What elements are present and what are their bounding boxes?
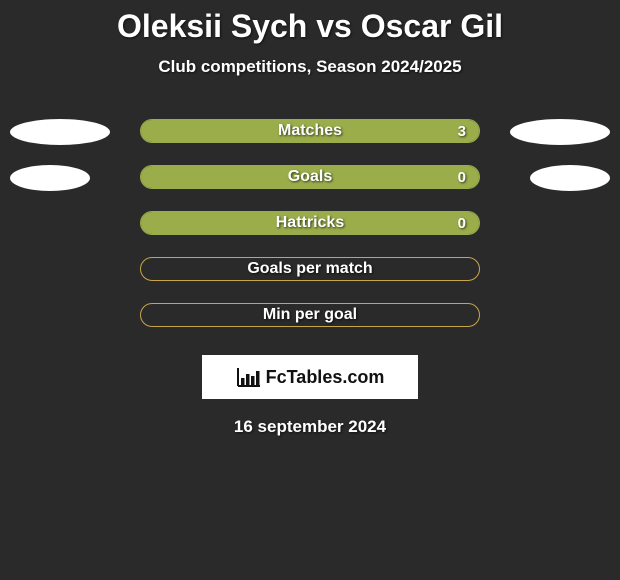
stat-bar [140, 165, 480, 189]
date-text: 16 september 2024 [0, 417, 620, 437]
stat-row: Matches3 [0, 119, 620, 145]
brand-text: FcTables.com [266, 367, 385, 388]
right-ellipse [530, 165, 610, 191]
stat-bar [140, 257, 480, 281]
stat-bar [140, 211, 480, 235]
stat-row: Goals0 [0, 165, 620, 191]
left-ellipse [10, 165, 90, 191]
left-ellipse [10, 119, 110, 145]
page-title: Oleksii Sych vs Oscar Gil [0, 8, 620, 45]
right-ellipse [510, 119, 610, 145]
stat-bar-fill [141, 212, 479, 234]
stat-bar-fill [141, 120, 479, 142]
comparison-infographic: Oleksii Sych vs Oscar Gil Club competiti… [0, 0, 620, 437]
stat-bar [140, 303, 480, 327]
brand-badge: FcTables.com [202, 355, 418, 399]
stat-rows: Matches3 Goals0 Hattricks0 Goals per match M… [0, 119, 620, 329]
stat-row: Hattricks0 [0, 211, 620, 237]
stat-row: Goals per match [0, 257, 620, 283]
bar-chart-icon [236, 366, 262, 388]
subtitle: Club competitions, Season 2024/2025 [0, 57, 620, 77]
stat-bar [140, 119, 480, 143]
stat-row: Min per goal [0, 303, 620, 329]
stat-bar-fill [141, 166, 479, 188]
